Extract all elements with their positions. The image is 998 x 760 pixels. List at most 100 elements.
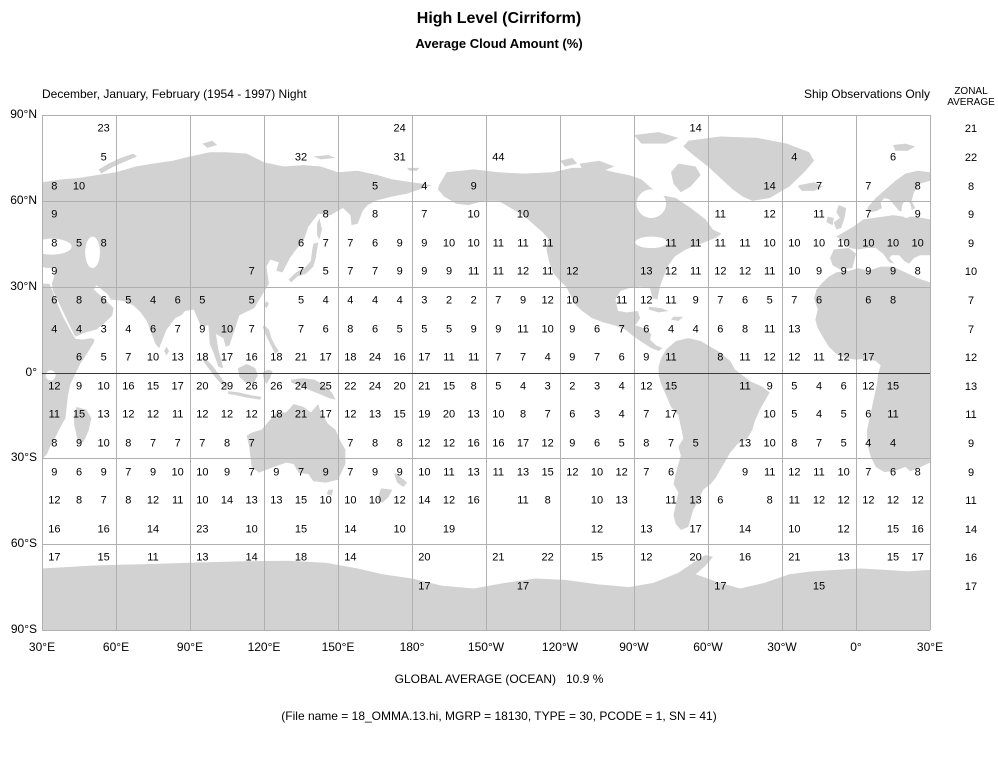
cloud-amount-value: 4 <box>667 323 675 336</box>
cloud-amount-value: 16 <box>492 437 505 450</box>
cloud-amount-value: 24 <box>393 122 406 135</box>
longitude-tick-label: 30°W <box>767 640 797 654</box>
cloud-amount-value: 11 <box>541 265 554 278</box>
cloud-amount-value: 11 <box>763 323 776 336</box>
cloud-amount-value: 6 <box>717 494 724 507</box>
latitude-gridline <box>42 544 930 545</box>
cloud-amount-value: 13 <box>788 323 801 336</box>
cloud-amount-value: 11 <box>714 208 727 221</box>
cloud-amount-value: 21 <box>492 551 505 564</box>
cloud-amount-value: 7 <box>865 466 872 479</box>
cloud-amount-value: 7 <box>643 466 650 479</box>
longitude-gridline <box>412 115 413 630</box>
cloud-amount-value: 6 <box>618 351 625 364</box>
cloud-amount-value: 6 <box>322 323 329 336</box>
cloud-amount-value: 9 <box>371 466 379 479</box>
longitude-gridline <box>782 115 783 630</box>
cloud-amount-value: 16 <box>393 351 406 364</box>
cloud-amount-value: 10 <box>97 437 110 450</box>
cloud-amount-value: 17 <box>664 408 678 421</box>
cloud-amount-value: 9 <box>51 208 58 221</box>
cloud-amount-value: 10 <box>196 466 209 479</box>
cloud-amount-value: 12 <box>788 351 801 364</box>
cloud-amount-value: 8 <box>914 265 921 278</box>
cloud-amount-value: 4 <box>544 351 551 364</box>
cloud-amount-value: 9 <box>643 351 650 364</box>
cloud-amount-value: 12 <box>344 408 357 421</box>
cloud-amount-value: 3 <box>593 380 601 393</box>
cloud-amount-value: 12 <box>640 294 653 307</box>
latitude-tick-label: 30°S <box>10 450 37 465</box>
cloud-amount-value: 17 <box>319 351 332 364</box>
cloud-amount-value: 6 <box>593 437 601 450</box>
cloud-amount-value: 10 <box>862 237 875 250</box>
cloud-amount-value: 4 <box>815 380 823 393</box>
cloud-amount-value: 9 <box>840 265 847 278</box>
cloud-amount-value: 18 <box>196 351 209 364</box>
cloud-amount-value: 13 <box>368 408 382 421</box>
zonal-header-line2: AVERAGE <box>947 97 995 108</box>
cloud-amount-value: 10 <box>788 237 801 250</box>
cloud-amount-value: 12 <box>837 494 850 507</box>
zonal-average-value: 11 <box>965 495 977 508</box>
cloud-amount-value: 16 <box>245 351 258 364</box>
cloud-amount-value: 8 <box>889 294 897 307</box>
cloud-amount-value: 17 <box>418 580 431 593</box>
cloud-amount-value: 10 <box>763 408 776 421</box>
cloud-amount-value: 7 <box>297 265 305 278</box>
cloud-amount-value: 7 <box>347 237 354 250</box>
cloud-amount-value: 12 <box>442 437 456 450</box>
cloud-amount-value: 11 <box>517 237 529 250</box>
cloud-amount-value: 7 <box>297 323 305 336</box>
cloud-amount-value: 4 <box>396 294 403 307</box>
cloud-amount-value: 7 <box>174 437 181 450</box>
longitude-gridline <box>930 115 931 630</box>
cloud-amount-value: 21 <box>788 551 801 564</box>
cloud-amount-value: 13 <box>689 494 702 507</box>
cloud-amount-value: 5 <box>766 294 773 307</box>
longitude-gridline <box>560 115 561 630</box>
cloud-amount-value: 22 <box>344 380 357 393</box>
cloud-amount-value: 9 <box>741 466 749 479</box>
cloud-amount-value: 5 <box>692 437 699 450</box>
cloud-amount-value: 12 <box>541 437 554 450</box>
cloud-amount-value: 10 <box>566 294 579 307</box>
cloud-amount-value: 14 <box>763 180 776 193</box>
cloud-amount-value: 12 <box>640 551 653 564</box>
longitude-tick-label: 30°E <box>28 640 56 654</box>
cloud-amount-value: 9 <box>396 466 403 479</box>
cloud-amount-value: 9 <box>322 466 329 479</box>
cloud-amount-value: 15 <box>812 580 826 593</box>
cloud-amount-value: 12 <box>763 208 776 221</box>
cloud-amount-value: 44 <box>492 151 505 164</box>
cloud-amount-value: 11 <box>467 265 480 278</box>
cloud-amount-value: 7 <box>815 437 823 450</box>
cloud-amount-value: 6 <box>865 294 872 307</box>
cloud-amount-value: 19 <box>418 408 431 421</box>
cloud-amount-value: 3 <box>544 380 551 393</box>
cloud-amount-value: 6 <box>643 323 650 336</box>
cloud-amount-value: 11 <box>171 408 184 421</box>
longitude-tick-label: 0° <box>850 640 862 654</box>
zonal-average-header: ZONAL AVERAGE <box>944 86 998 108</box>
cloud-amount-value: 10 <box>245 523 258 536</box>
cloud-amount-value: 7 <box>100 494 107 507</box>
cloud-amount-value: 9 <box>569 351 576 364</box>
cloud-amount-value: 8 <box>51 180 58 193</box>
cloud-amount-value: 9 <box>470 180 477 193</box>
longitude-tick-label: 120°E <box>247 640 281 654</box>
cloud-amount-value: 10 <box>590 494 604 507</box>
longitude-gridline <box>190 115 191 630</box>
cloud-amount-value: 16 <box>467 437 480 450</box>
cloud-amount-value: 10 <box>541 323 554 336</box>
cloud-amount-value: 13 <box>270 494 283 507</box>
cloud-amount-value: 12 <box>245 408 258 421</box>
cloud-amount-value: 11 <box>541 237 554 250</box>
cloud-amount-value: 11 <box>517 323 529 336</box>
cloud-amount-value: 21 <box>294 351 308 364</box>
longitude-gridline <box>338 115 339 630</box>
cloud-amount-value: 10 <box>97 380 110 393</box>
latitude-tick-label: 0° <box>25 364 37 379</box>
cloud-amount-value: 4 <box>618 380 625 393</box>
cloud-amount-value: 7 <box>865 208 872 221</box>
